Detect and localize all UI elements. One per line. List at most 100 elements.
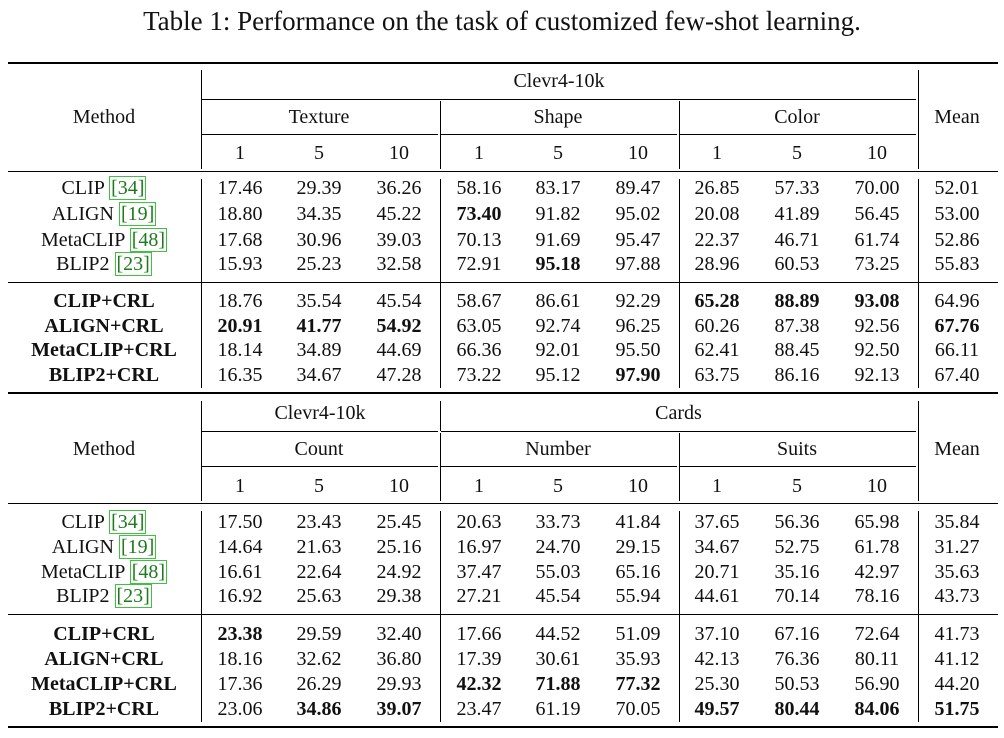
table1-value-cell: 70.00 bbox=[854, 177, 900, 199]
table2-value-cell: 25.16 bbox=[376, 536, 422, 558]
table1-value-cell: 60.53 bbox=[774, 253, 820, 275]
table2-top-rule bbox=[8, 393, 998, 394]
table2-value-cell: 22.64 bbox=[296, 561, 342, 583]
table2-value-cell: 29.59 bbox=[296, 623, 342, 645]
table1-value-cell: 67.40 bbox=[934, 364, 980, 386]
table1-shot-label: 1 bbox=[712, 142, 722, 164]
citation-link[interactable]: [48] bbox=[129, 560, 168, 584]
table1-value-cell: 91.69 bbox=[535, 229, 581, 251]
table1-value-cell: 89.47 bbox=[615, 177, 661, 199]
table2-value-cell: 25.45 bbox=[376, 511, 422, 533]
table1-header-sep-2 bbox=[679, 101, 680, 169]
table1-value-cell: 96.25 bbox=[615, 315, 661, 337]
table1-value-cell: 25.23 bbox=[296, 253, 342, 275]
citation-link[interactable]: [19] bbox=[118, 535, 157, 559]
table1-value-cell: 92.29 bbox=[615, 290, 661, 312]
table1-value-cell: 45.22 bbox=[376, 203, 422, 225]
citation-link[interactable]: [23] bbox=[114, 252, 152, 276]
table1-value-cell: 41.89 bbox=[774, 203, 820, 225]
table1-value-cell: 83.17 bbox=[535, 177, 581, 199]
table2-value-cell: 49.57 bbox=[694, 698, 740, 720]
table1-shot-label: 5 bbox=[314, 142, 324, 164]
table2-value-cell: 29.38 bbox=[376, 585, 422, 607]
table1-subgroup-label-texture: Texture bbox=[288, 106, 350, 128]
table1-shot-label: 1 bbox=[474, 142, 484, 164]
table1-value-cell: 64.96 bbox=[934, 290, 980, 312]
citation-link[interactable]: [34] bbox=[109, 510, 147, 534]
table1-value-cell: 46.71 bbox=[774, 229, 820, 251]
table2-value-cell: 26.29 bbox=[296, 673, 342, 695]
table1-method-cell: MetaCLIP [48] bbox=[4, 228, 204, 252]
table1-shot-label: 5 bbox=[553, 142, 563, 164]
table1-shot-label: 10 bbox=[867, 142, 887, 164]
table1-value-cell: 92.13 bbox=[854, 364, 900, 386]
table2-body-sep-left bbox=[201, 511, 202, 722]
table2-shot-label: 5 bbox=[314, 475, 324, 497]
table2-value-cell: 77.32 bbox=[615, 673, 661, 695]
table2-value-cell: 70.14 bbox=[774, 585, 820, 607]
table1-value-cell: 34.35 bbox=[296, 203, 342, 225]
table1-value-cell: 73.25 bbox=[854, 253, 900, 275]
table1-value-cell: 28.96 bbox=[694, 253, 740, 275]
table2-value-cell: 34.67 bbox=[694, 536, 740, 558]
table2-value-cell: 84.06 bbox=[854, 698, 900, 720]
table2-value-cell: 20.63 bbox=[456, 511, 502, 533]
table2-group-divider-rule bbox=[8, 614, 998, 615]
method-name: MetaCLIP+CRL bbox=[31, 673, 177, 695]
table1-subgroup-label-color: Color bbox=[774, 106, 820, 128]
table2-subgroup-label-suits: Suits bbox=[776, 438, 818, 460]
table2-value-cell: 55.03 bbox=[535, 561, 581, 583]
table2-shot-label: 1 bbox=[712, 475, 722, 497]
table1-group-rule-1 bbox=[202, 99, 916, 100]
table2-value-cell: 41.73 bbox=[934, 623, 980, 645]
table2-value-cell: 65.16 bbox=[615, 561, 661, 583]
table1-value-cell: 97.90 bbox=[615, 364, 661, 386]
table1-value-cell: 17.46 bbox=[217, 177, 263, 199]
table2-bottom-rule bbox=[8, 726, 998, 728]
table2-value-cell: 44.20 bbox=[934, 673, 980, 695]
table2-shot-label: 1 bbox=[235, 475, 245, 497]
table2-value-cell: 44.61 bbox=[694, 585, 740, 607]
table1-value-cell: 29.39 bbox=[296, 177, 342, 199]
table1-value-cell: 41.77 bbox=[296, 315, 342, 337]
table1-body-sep-left bbox=[201, 179, 202, 388]
table1-value-cell: 73.22 bbox=[456, 364, 502, 386]
citation-link[interactable]: [19] bbox=[118, 202, 157, 226]
table2-value-cell: 25.30 bbox=[694, 673, 740, 695]
table1-value-cell: 87.38 bbox=[774, 315, 820, 337]
table2-group-label-2: Cards bbox=[655, 402, 702, 424]
table1-value-cell: 95.18 bbox=[535, 253, 581, 275]
table1-value-cell: 66.36 bbox=[456, 339, 502, 361]
table1-value-cell: 95.50 bbox=[615, 339, 661, 361]
table1-value-cell: 18.76 bbox=[217, 290, 263, 312]
citation-link[interactable]: [23] bbox=[114, 584, 152, 608]
table2-value-cell: 55.94 bbox=[615, 585, 661, 607]
citation-link[interactable]: [48] bbox=[129, 228, 168, 252]
table1-value-cell: 62.41 bbox=[694, 339, 740, 361]
table2-value-cell: 32.62 bbox=[296, 648, 342, 670]
table2-subgroup-rule-suits bbox=[680, 466, 916, 467]
table2-value-cell: 16.97 bbox=[456, 536, 502, 558]
table1-top-rule bbox=[8, 62, 998, 64]
table2-header-sep-1 bbox=[440, 433, 441, 501]
table1-value-cell: 58.16 bbox=[456, 177, 502, 199]
table2-value-cell: 50.53 bbox=[774, 673, 820, 695]
table1-value-cell: 20.08 bbox=[694, 203, 740, 225]
table2-body-sep-right bbox=[918, 511, 919, 722]
table1-method-header: Method bbox=[72, 106, 136, 128]
table1-value-cell: 66.11 bbox=[934, 339, 980, 361]
method-name: CLIP bbox=[61, 177, 105, 199]
table2-value-cell: 70.05 bbox=[615, 698, 661, 720]
table1-value-cell: 95.02 bbox=[615, 203, 661, 225]
table2-shot-label: 10 bbox=[628, 475, 648, 497]
table2-method-cell: MetaCLIP [48] bbox=[4, 560, 204, 584]
table1-shot-label: 5 bbox=[792, 142, 802, 164]
table1-value-cell: 61.74 bbox=[854, 229, 900, 251]
table2-method-cell: BLIP2 [23] bbox=[4, 584, 204, 608]
table2-value-cell: 23.06 bbox=[217, 698, 263, 720]
table2-value-cell: 80.44 bbox=[774, 698, 820, 720]
table2-value-cell: 45.54 bbox=[535, 585, 581, 607]
table2-value-cell: 14.64 bbox=[217, 536, 263, 558]
citation-link[interactable]: [34] bbox=[109, 176, 147, 200]
table2-method-cell: ALIGN [19] bbox=[4, 535, 204, 559]
